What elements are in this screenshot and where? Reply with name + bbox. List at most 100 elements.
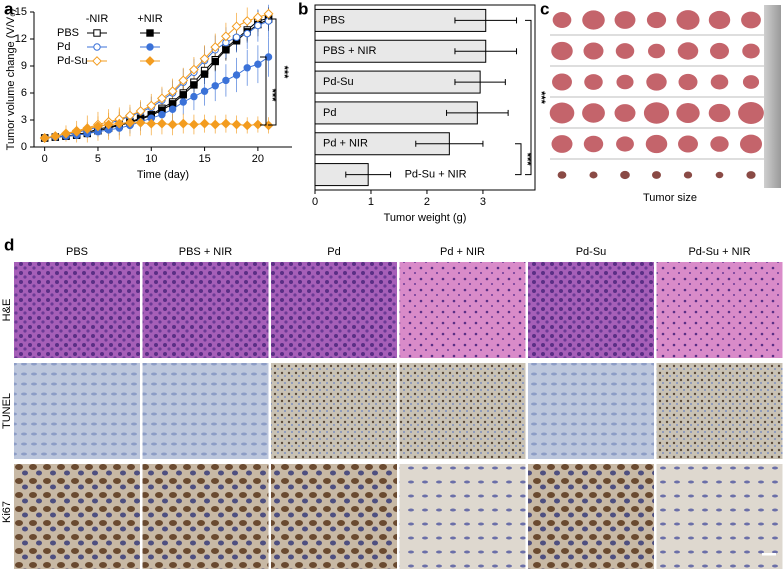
marker: [145, 56, 155, 66]
tumor: [741, 11, 761, 29]
x-tick-label: 0: [312, 196, 318, 208]
row-label: Ki67: [1, 501, 13, 523]
tumor: [710, 74, 729, 90]
marker: [242, 16, 253, 26]
series-line: [44, 20, 269, 139]
marker: [71, 126, 82, 137]
marker: [231, 21, 242, 32]
axis: [314, 4, 536, 191]
tumor: [710, 42, 729, 60]
x-axis-label: Tumor weight (g): [384, 212, 467, 224]
y-tick-label: 3: [21, 114, 27, 126]
marker: [199, 53, 210, 64]
tumor: [646, 73, 667, 91]
tumor: [551, 41, 573, 61]
marker: [200, 87, 209, 95]
tumor: [589, 171, 598, 179]
column-header: Pd-Su: [576, 246, 607, 258]
tumor: [615, 43, 635, 59]
bracket: [260, 56, 267, 126]
ruler: [764, 5, 781, 188]
marker: [146, 100, 157, 111]
legend-header: +NIR: [137, 13, 162, 25]
marker: [243, 64, 251, 72]
micrograph: [399, 464, 526, 569]
tumor: [552, 12, 572, 28]
panel-letter: d: [4, 235, 14, 254]
annotation: ***: [266, 89, 278, 103]
micrograph: [399, 363, 526, 459]
row-label: H&E: [1, 299, 13, 322]
marker: [222, 76, 230, 85]
tumor: [643, 102, 670, 124]
micrograph: [142, 464, 269, 569]
x-axis-label: Time (day): [137, 169, 189, 181]
micrograph: [528, 262, 654, 358]
micrograph: [399, 262, 526, 358]
legend-label: Pd: [57, 41, 70, 53]
annotation: ***: [521, 153, 533, 167]
photo-bg: [550, 5, 766, 188]
tumor: [583, 135, 604, 153]
column-header: PBS: [66, 246, 88, 258]
row-label: TUNEL: [1, 393, 13, 429]
tumor: [583, 42, 604, 60]
marker: [242, 120, 253, 131]
column-header: Pd: [327, 246, 340, 258]
micrograph: [271, 262, 397, 358]
micrograph: [656, 363, 783, 459]
marker: [93, 121, 103, 132]
tumor: [645, 134, 668, 154]
y-tick-label: 12: [15, 33, 27, 45]
marker: [252, 119, 263, 130]
marker: [231, 119, 242, 130]
micrograph: [528, 464, 654, 569]
bar-label: Pd-Su + NIR: [405, 168, 467, 180]
x-tick-label: 3: [480, 196, 486, 208]
y-tick-label: 6: [21, 87, 27, 99]
tumor: [582, 103, 605, 123]
tumor: [742, 75, 760, 89]
marker: [167, 119, 178, 130]
column-header: Pd-Su + NIR: [688, 246, 750, 258]
micrograph: [14, 363, 140, 459]
scale-bar: [762, 553, 776, 556]
tumor: [746, 171, 756, 179]
micrograph: [656, 262, 783, 358]
marker: [178, 75, 189, 86]
marker: [114, 118, 125, 129]
marker: [178, 118, 189, 129]
legend-header: -NIR: [86, 13, 109, 25]
tumor: [678, 73, 698, 91]
legend-label: Pd-Su: [57, 55, 88, 67]
tumor: [582, 10, 605, 30]
marker: [211, 82, 219, 90]
tumor: [715, 171, 724, 179]
caption: Tumor size: [643, 192, 697, 204]
bar-label: PBS: [323, 14, 345, 26]
tumor: [549, 102, 575, 124]
tumor: [614, 104, 636, 122]
column-header: Pd + NIR: [440, 246, 485, 258]
tumor: [742, 43, 760, 59]
tumor: [614, 11, 636, 29]
panel-letter: a: [4, 0, 14, 18]
marker: [254, 21, 262, 30]
marker: [82, 124, 93, 134]
marker: [146, 29, 154, 37]
legend-label: PBS: [57, 27, 79, 39]
marker: [190, 92, 198, 101]
x-tick-label: 15: [198, 153, 210, 165]
micrograph: [14, 262, 140, 358]
bar-label: PBS + NIR: [323, 45, 377, 57]
marker: [199, 118, 210, 129]
marker: [158, 110, 166, 119]
marker: [179, 91, 187, 99]
marker: [243, 29, 251, 38]
x-tick-label: 0: [42, 153, 48, 165]
marker: [179, 98, 187, 106]
micrograph: [656, 464, 783, 569]
marker: [39, 133, 50, 143]
micrograph: [528, 363, 654, 459]
marker: [190, 81, 198, 89]
